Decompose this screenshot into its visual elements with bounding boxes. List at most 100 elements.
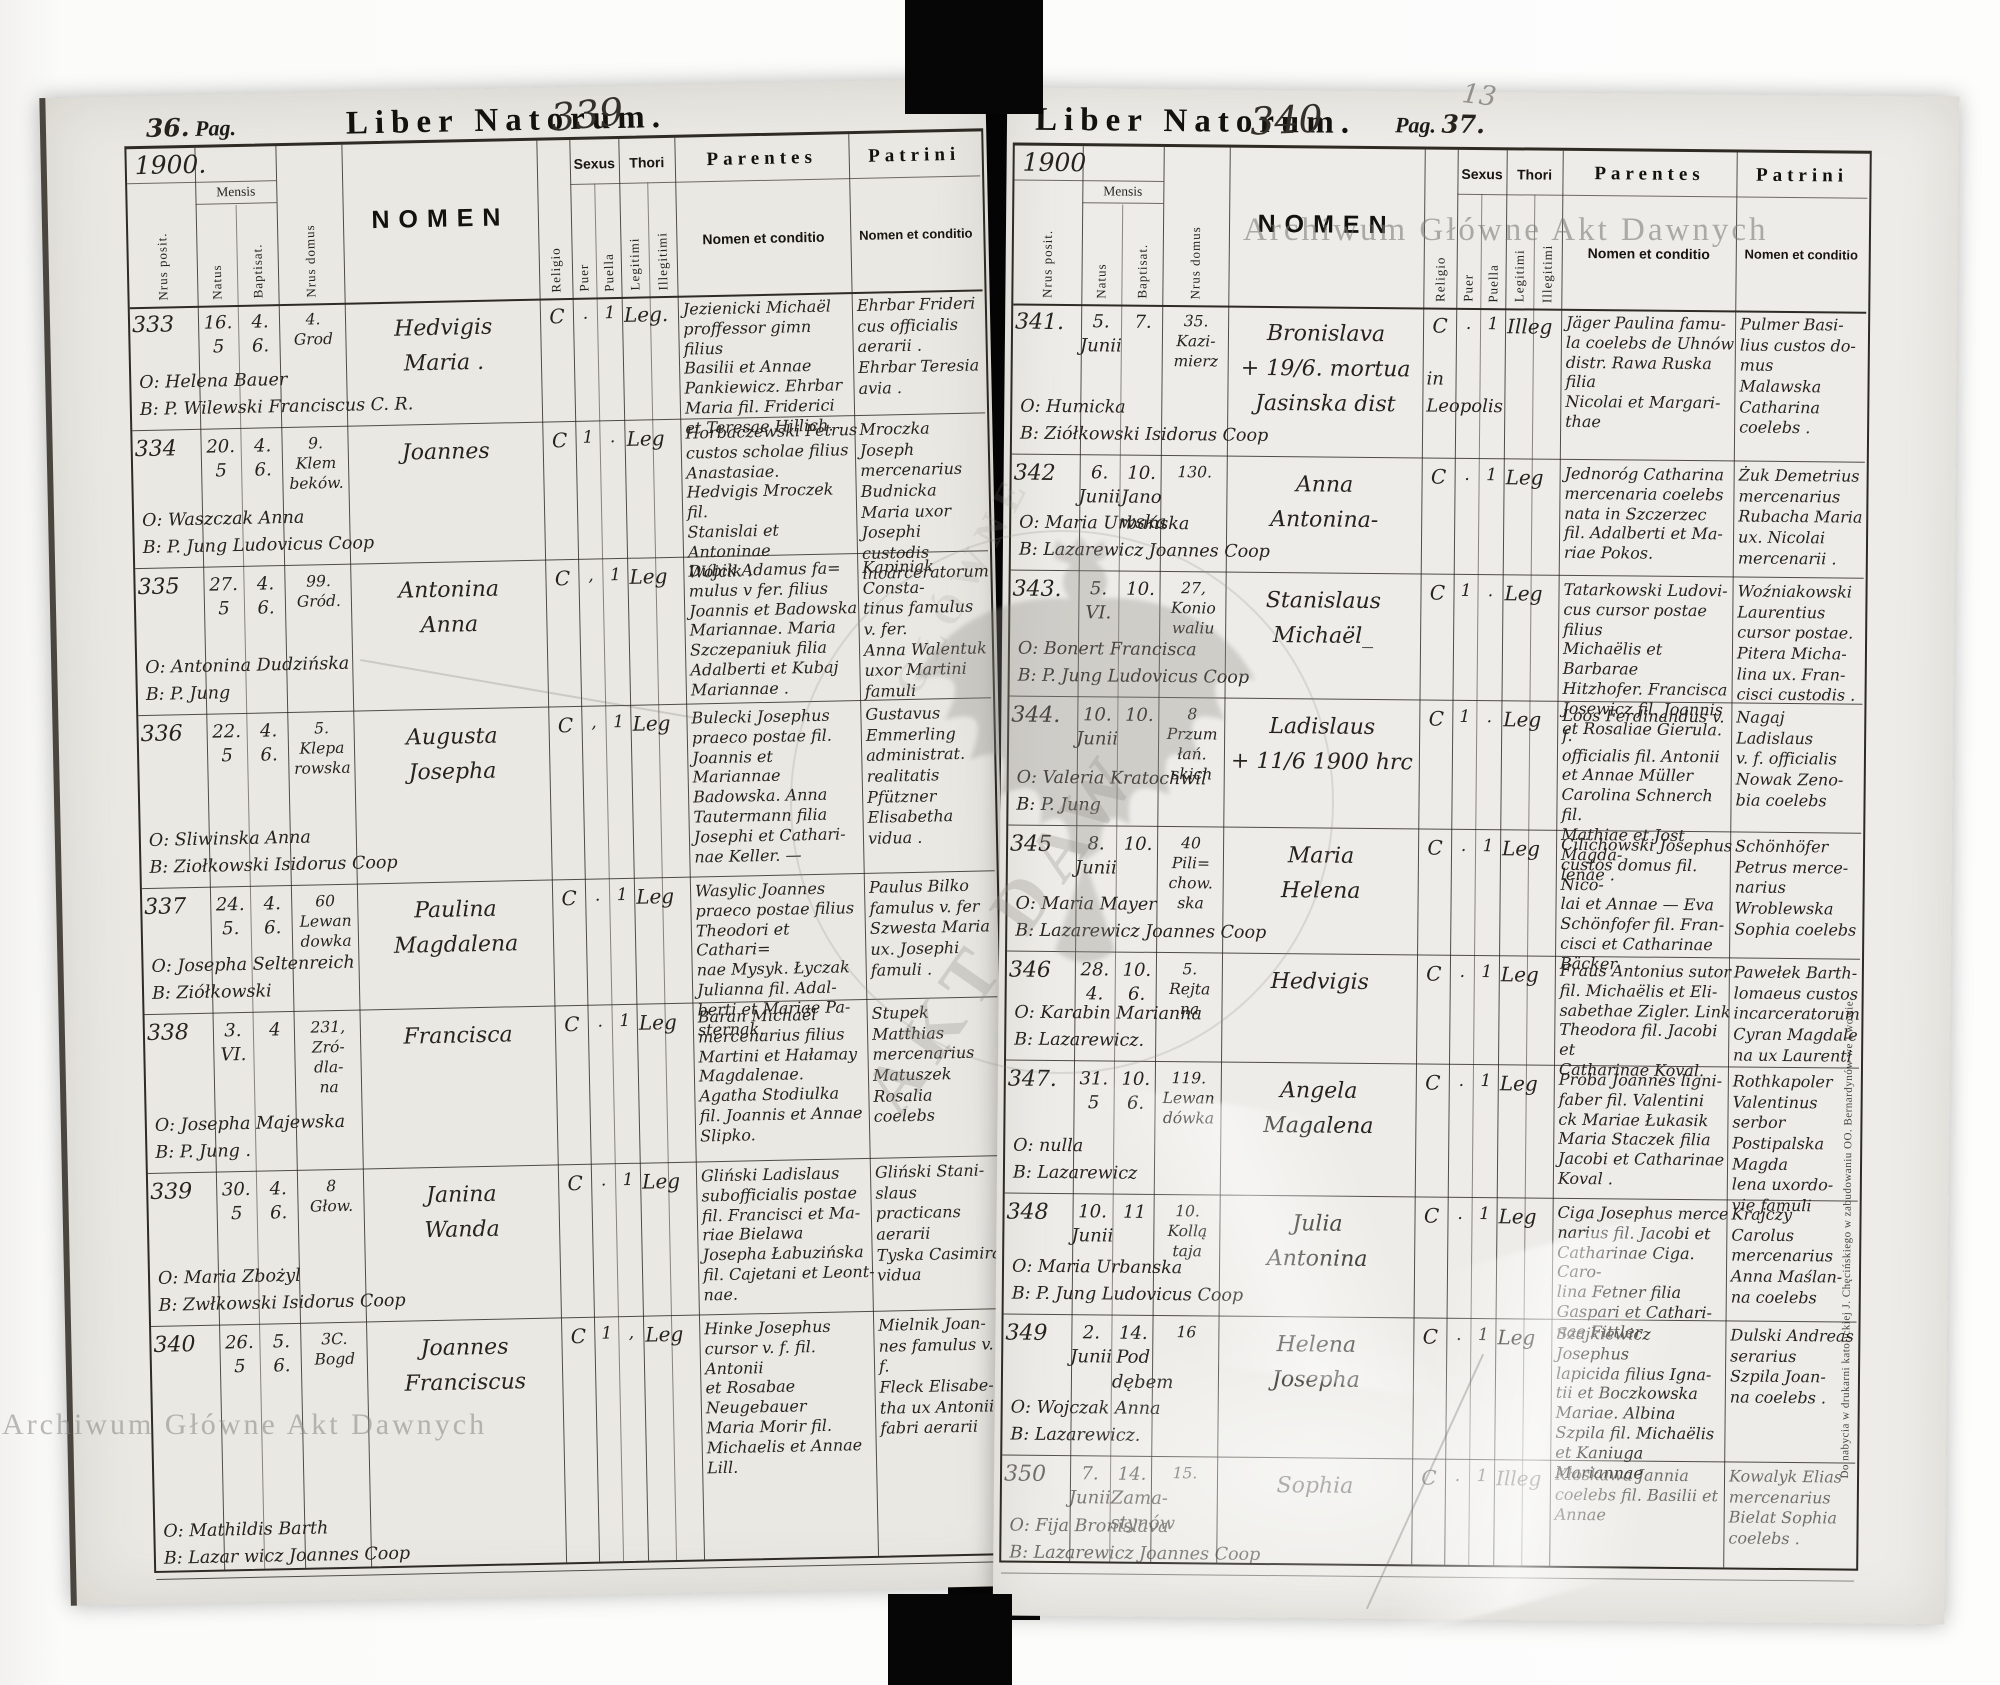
baptisat-date: 4. 6. <box>253 435 272 481</box>
entry-number: 344. <box>1011 702 1061 729</box>
parentes-entry: Hinke Josephus cursor v. f. fil. Antonii… <box>704 1316 863 1478</box>
register-page-left: 36. Pag. Liber Natorum. 339 1900. Mensis… <box>39 78 1017 1606</box>
patrini-entry: Nagaj Ladislaus v. f. officialis Nowak Z… <box>1735 707 1844 810</box>
entry-number: 335 <box>137 574 180 601</box>
baptizer-line: B: P. Jung <box>1016 794 1102 816</box>
col-header-puella: Puella <box>1484 263 1501 303</box>
child-name: Julia Antonina <box>1266 1211 1368 1273</box>
marginal-note <box>1416 1517 1548 1518</box>
baptisat-date: 4. 6. <box>251 311 270 357</box>
parentes-entry: Kłoskawa Jannia coelebs fil. Basilii et … <box>1554 1464 1719 1524</box>
midwife-baptizer-lines: O: Sliwinska Anna B: Ziołkowski Isidorus … <box>149 822 398 881</box>
patrini-entry: Mielnik Joan- nes famulus v. f. Fleck El… <box>877 1313 995 1438</box>
table-header: 1900 Mensis Nrus posit. Natus Baptisat. … <box>1013 145 1868 314</box>
entry-number: 334 <box>134 436 177 463</box>
baptizer-line: B: Lazar wicz Joannes Coop <box>163 1543 411 1569</box>
religio-mark: C <box>1430 464 1447 489</box>
religio-mark: C <box>1428 706 1445 731</box>
register-row: 346 28. 4. 10. 6. 5. Rejta na Hedvigis C… <box>1006 951 1861 1080</box>
baptizer-line: B: P. Jung Ludovicus Coop <box>142 533 375 558</box>
baptizer-line: B: Lazarewicz. <box>1014 1029 1145 1051</box>
baptisat-date: 4. 6. <box>256 573 275 619</box>
parentes-entry: Szajkiewicz Josephus lapicida filius Ign… <box>1554 1323 1715 1483</box>
baptizer-line: B: Ziółkowski Isidorus Coop <box>1019 423 1269 446</box>
folio-number: 339 <box>548 89 626 140</box>
house-number: 231, Zró- dla- na <box>310 1017 346 1097</box>
col-header-parentes: Parentes <box>1594 163 1705 186</box>
patrini-entry: Woźniakowski Laurentius cursor postae. P… <box>1736 581 1856 705</box>
baptizer-line: B: P. Jung Ludovicus Coop <box>1017 665 1250 688</box>
child-name: Janina Wanda <box>424 1181 500 1244</box>
midwife-baptizer-lines: O: Humicka B: Ziółkowski Isidorus Coop <box>1020 393 1269 450</box>
midwife-baptizer-lines: O: Mathildis Barth B: Lazar wicz Joannes … <box>163 1513 410 1572</box>
col-header-puella: Puella <box>600 252 616 292</box>
col-header-nrus-posit: Nrus posit. <box>1039 229 1055 298</box>
baptisat-date: 10. <box>1126 578 1155 600</box>
midwife-baptizer-lines: O: Valeria Kratochwil B: P. Jung <box>1016 764 1206 820</box>
puella-mark: 1 <box>1479 1204 1491 1225</box>
marginal-note <box>1420 1013 1552 1014</box>
patrini-subheader: Nomen et conditio <box>1744 246 1859 263</box>
puella-mark: 1 <box>1486 465 1498 486</box>
parentes-entry: Jednoróg Catharina mercenaria coelebs na… <box>1563 463 1725 563</box>
baptisat-date: 5. 6. <box>272 1331 291 1377</box>
child-name: Joannes Franciscus <box>404 1334 527 1397</box>
natus-date: 7. Junii <box>1068 1463 1111 1509</box>
religio-mark: C <box>557 713 574 738</box>
register-row: 347. 31. 5 10. 6. 119. Lewan dówka Angel… <box>1004 1060 1859 1215</box>
midwife-baptizer-lines: O: nulla B: Lazarewicz <box>1013 1132 1138 1187</box>
midwife-line: O: Maria Urbańska <box>1019 512 1190 534</box>
midwife-baptizer-lines: O: Maria Mayer B: Lazarewicz Joannes Coop <box>1015 890 1267 947</box>
marginal-note <box>1424 632 1556 633</box>
puella-mark: 1 <box>1487 314 1499 335</box>
col-header-puer: Puer <box>1460 273 1476 302</box>
house-number: 16 <box>1176 1323 1197 1342</box>
table-rows: 341. 5. Junii 7. 35. Kazi- mierz Bronisl… <box>1001 303 1867 1582</box>
midwife-baptizer-lines: O: Maria Urbańska B: Lazarewicz Joannes C… <box>1019 509 1271 566</box>
parentes-entry: Baran Michaël mercenarius filius Martini… <box>697 1004 863 1146</box>
religio-mark: C <box>1426 961 1442 986</box>
register-table: 1900 Mensis Nrus posit. Natus Baptisat. … <box>999 142 1872 1582</box>
register-row: 335 27. 5 4. 6. 99. Gród. Antonina Anna … <box>135 551 992 717</box>
marginal-note <box>1422 887 1554 888</box>
parentes-entry: Fraus Antonius sutor fil. Michaëlis et E… <box>1558 960 1732 1081</box>
midwife-line: O: Antonina Dudzińska <box>145 653 350 678</box>
entry-number: 349 <box>1005 1320 1048 1346</box>
puer-mark: . <box>1457 1203 1463 1224</box>
natus-date: 5. VI. <box>1085 578 1112 624</box>
col-header-patrini: Patrini <box>1755 164 1849 187</box>
col-header-natus: Natus <box>208 263 225 300</box>
puella-mark: 1 <box>612 711 625 733</box>
parentes-entry: Cilichowski Josephus custos domus fil. N… <box>1559 834 1733 974</box>
child-name: Angela Magalena <box>1263 1078 1374 1140</box>
col-header-nrus-domus: Nrus domus <box>1187 226 1204 300</box>
natus-date: 30. 5 <box>221 1178 251 1225</box>
baptizer-line: B: Zwłkowski Isidorus Coop <box>158 1290 406 1316</box>
parentes-entry: Bulecki Josephus praeco postae fil. Joan… <box>691 705 846 867</box>
religio-mark: C <box>1432 313 1448 338</box>
register-row: 337 24. 5. 4. 6. 60 Lewan dowka Paulina … <box>141 871 998 1039</box>
puer-mark: , <box>588 565 594 586</box>
religio-mark: C <box>554 566 571 591</box>
child-name: Hedvigis <box>1270 969 1369 995</box>
entry-number: 338 <box>146 1020 190 1047</box>
house-number: 99. Gród. <box>296 572 342 611</box>
house-number: 4. Grod <box>293 310 334 349</box>
house-number: 27, Konio waliu <box>1170 579 1216 638</box>
marginal-note: in Leopolis <box>1426 368 1503 418</box>
entry-number: 339 <box>149 1179 193 1205</box>
register-row: 344. 10. Junii 10. 8 Przum łań. skich La… <box>1008 696 1863 884</box>
puer-mark: . <box>597 1011 604 1032</box>
col-header-puer: Puer <box>575 263 592 292</box>
register-row: 333 16. 5 4. 6. 4. Grod Hedvigis Maria .… <box>129 289 986 438</box>
rule-under-mensis <box>195 202 277 206</box>
religio-mark: C <box>1429 580 1446 605</box>
baptizer-line: B: P. Jung <box>145 683 231 705</box>
binding-tape-top <box>905 0 1043 114</box>
patrini-entry: Paulus Bilko famulus v. fer Szwesta Mari… <box>868 875 991 980</box>
baptizer-line: B: Lazarewicz Joannes Coop <box>1009 1542 1261 1565</box>
parentes-entry: Gliński Ladislaus subofficialis postae f… <box>700 1163 875 1305</box>
col-header-parentes: Parentes <box>706 146 818 171</box>
puer-mark: . <box>1458 1070 1465 1091</box>
